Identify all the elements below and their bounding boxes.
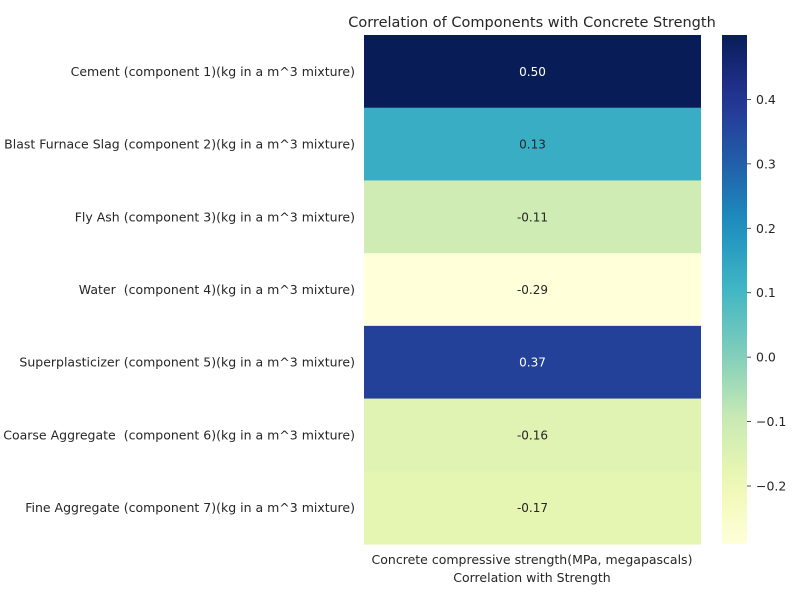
colorbar-tick-label: 0.0 [756, 350, 776, 365]
row-label: Fine Aggregate (component 7)(kg in a m^3… [25, 500, 355, 515]
heatmap-cell [364, 35, 701, 109]
heatmap-cell [364, 253, 701, 327]
row-label: Cement (component 1)(kg in a m^3 mixture… [71, 64, 355, 79]
heatmap-cell [364, 325, 701, 400]
cell-value-label: -0.29 [517, 283, 548, 297]
x-tick-label: Concrete compressive strength(MPa, megap… [372, 552, 693, 567]
row-label: Superplasticizer (component 5)(kg in a m… [19, 355, 355, 370]
cell-value-label: 0.13 [519, 138, 546, 152]
colorbar-tick-label: 0.1 [756, 285, 776, 300]
colorbar-tick-label: −0.1 [756, 414, 786, 429]
heatmap-cell [364, 180, 701, 254]
cell-value-label: -0.17 [517, 501, 548, 515]
row-label: Coarse Aggregate (component 6)(kg in a m… [3, 427, 355, 442]
heatmap-cell [364, 107, 701, 182]
heatmap-cell [364, 471, 701, 545]
colorbar-ticks: 0.4 0.3 0.2 0.1 0.0 −0.1 −0.2 [747, 92, 786, 494]
heatmap-value-labels: 0.50 0.13 -0.11 -0.29 0.37 -0.16 -0.17 [517, 65, 548, 515]
cell-value-label: -0.11 [517, 210, 548, 224]
cell-value-label: 0.37 [519, 356, 546, 370]
y-tick-labels: Cement (component 1)(kg in a m^3 mixture… [3, 64, 355, 515]
heatmap-cell [364, 398, 701, 472]
row-label: Blast Furnace Slag (component 2)(kg in a… [4, 137, 355, 152]
chart-title: Correlation of Components with Concrete … [348, 15, 716, 31]
x-axis-label: Correlation with Strength [453, 570, 610, 585]
colorbar-tick-label: 0.3 [756, 156, 776, 171]
colorbar-tick-label: 0.2 [756, 221, 776, 236]
row-label: Water (component 4)(kg in a m^3 mixture) [79, 282, 355, 297]
row-label: Fly Ash (component 3)(kg in a m^3 mixtur… [75, 209, 355, 224]
colorbar-tick-label: −0.2 [756, 479, 786, 494]
colorbar-tick-label: 0.4 [756, 92, 776, 107]
cell-value-label: -0.16 [517, 428, 548, 442]
colorbar [722, 35, 747, 544]
cell-value-label: 0.50 [519, 65, 546, 79]
heatmap-cells [364, 35, 701, 545]
